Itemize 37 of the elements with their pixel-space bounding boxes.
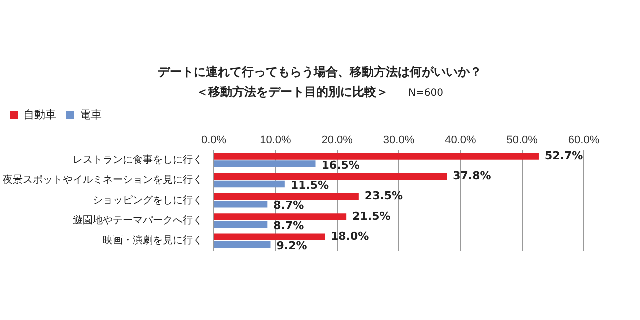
y-tick-label: レストランに食事をしに行く [73, 154, 203, 166]
data-label: 18.0% [331, 230, 370, 243]
bar [214, 180, 285, 188]
bar [214, 221, 268, 228]
legend-label: 電車 [80, 108, 102, 122]
data-label: 52.7% [544, 149, 584, 162]
bar [214, 193, 359, 200]
bar [214, 173, 448, 180]
data-label: 11.5% [290, 179, 330, 192]
data-label: 21.5% [352, 210, 391, 223]
data-label: 9.2% [276, 240, 308, 253]
data-label: 23.5% [364, 190, 404, 203]
x-tick-label: 60.0% [568, 134, 600, 147]
legend-label: 自動車 [24, 108, 56, 122]
bar [214, 160, 316, 168]
data-label: 8.7% [274, 199, 304, 212]
bar [214, 200, 268, 208]
y-tick-label: 夜景スポットやイルミネーションを見に行く [3, 174, 203, 186]
chart-title: デートに連れて行ってもらう場合、移動方法は何がいいか？ [157, 64, 483, 81]
x-tick-label: 10.0% [260, 134, 292, 147]
x-tick-label: 0.0% [201, 134, 227, 147]
x-tick-label: 50.0% [506, 134, 538, 147]
text: N=600 [408, 88, 444, 99]
data-label: 8.7% [274, 219, 304, 232]
data-label: 16.5% [322, 158, 360, 172]
data-label: 37.8% [453, 170, 492, 183]
y-tick-label: 遊園地やテーマパークへ行く [73, 214, 203, 227]
bar [214, 241, 271, 248]
y-tick-label: 映画・演劇を見に行く [103, 234, 203, 247]
x-tick-label: 20.0% [322, 134, 354, 147]
bar [214, 214, 347, 220]
chart-subtitle: ＜移動方法をデート目的別に比較＞ [196, 85, 389, 99]
bar [214, 153, 539, 160]
x-tick-label: 40.0% [445, 134, 476, 147]
y-tick-label: ショッピングをしに行く [93, 195, 203, 206]
bar [214, 234, 325, 241]
x-tick-label: 30.0% [383, 134, 415, 147]
